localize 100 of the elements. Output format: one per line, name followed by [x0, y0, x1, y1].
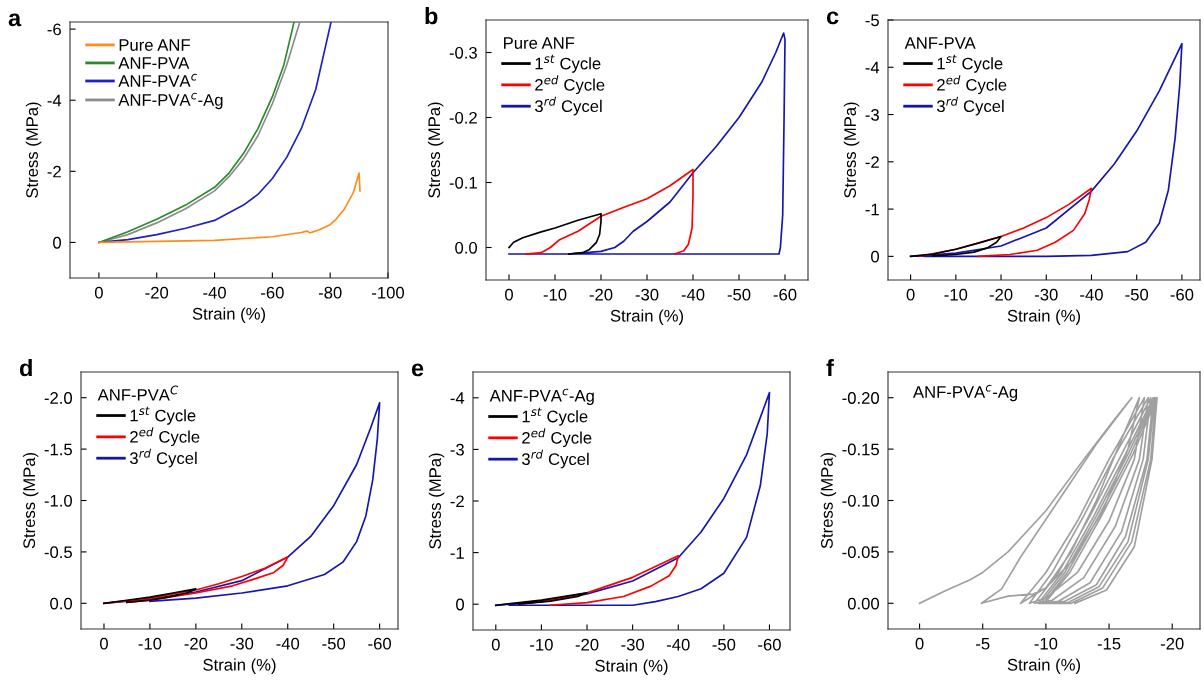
x-tick-label: 0 [505, 288, 513, 301]
y-tick-label: -1 [865, 203, 879, 216]
x-tick-label: -40 [681, 288, 705, 301]
legend-label: Pure ANF [119, 39, 190, 51]
y-tick-label: -1 [450, 547, 464, 559]
y-tick-label: -0.15 [842, 443, 879, 456]
legend-label: 1$^{st}$ Cycle [535, 54, 601, 73]
x-tick-label: -30 [1034, 288, 1058, 301]
y-tick-label: 0.0 [455, 241, 478, 254]
y-tick-label: -0.3 [449, 46, 477, 59]
annotation: ANF-PVA$^{c}$-Ag [912, 384, 1018, 402]
x-tick-label: -15 [1097, 637, 1121, 650]
x-tick-label: -30 [635, 288, 659, 301]
y-tick-label: 0 [53, 236, 62, 249]
x-tick-label: -10 [1034, 637, 1058, 650]
y-tick-label: -6 [47, 23, 61, 36]
x-tick-label: -50 [712, 638, 736, 651]
legend-label: 3$^{rd}$ Cycel [534, 96, 602, 116]
line-series [103, 588, 197, 605]
legend-title: Pure ANF [504, 37, 575, 49]
line-series [103, 402, 381, 605]
chart-title: f [826, 358, 834, 377]
y-tick-label: -1.0 [44, 494, 73, 507]
y-tick-label: -2 [450, 495, 464, 508]
line-series [98, 172, 361, 244]
y-tick-label: -0.10 [842, 494, 880, 507]
x-tick-label: -40 [1080, 288, 1103, 301]
y-axis-title: Stress (MPa) [843, 102, 860, 198]
line-series [918, 187, 1093, 258]
chart-title: c [826, 11, 839, 25]
y-axis-title: Stress (MPa) [428, 453, 445, 549]
legend-label: ANF-PVA$^{c}$-Ag [118, 92, 223, 110]
y-axis-title: Stress (MPa) [427, 102, 444, 198]
x-axis-title: Strain (%) [192, 307, 266, 323]
legend-label: 2$^{ed}$ Cycle [522, 428, 592, 448]
y-tick-label: -3 [450, 443, 464, 456]
x-axis-title: Strain (%) [203, 658, 276, 674]
legend-label: 1$^{st}$ Cycle [130, 406, 196, 425]
x-tick-label: -40 [203, 286, 226, 299]
y-tick-label: -0.2 [449, 111, 477, 124]
x-tick-label: -30 [230, 637, 254, 650]
x-tick-label: -20 [589, 288, 613, 301]
y-tick-label: -4 [47, 94, 62, 107]
x-tick-label: -60 [773, 288, 797, 301]
x-tick-label: -60 [758, 638, 781, 651]
y-tick-label: -2.0 [44, 392, 73, 404]
y-tick-label: -2 [47, 165, 61, 178]
x-tick-label: -80 [318, 286, 342, 299]
x-tick-label: -100 [372, 286, 405, 299]
y-axis-title: Stress (MPa) [25, 102, 42, 198]
y-tick-label: -0.05 [842, 546, 879, 559]
x-tick-label: -10 [530, 638, 553, 651]
legend-label: ANF-PVA$^{c}$ [118, 73, 197, 87]
y-tick-label: -5 [865, 14, 879, 27]
x-tick-label: 0 [94, 286, 103, 299]
chart-title: b [425, 7, 438, 25]
y-tick-label: -1.5 [44, 443, 72, 456]
x-tick-label: 0 [99, 637, 108, 650]
x-axis-title: Strain (%) [1007, 309, 1081, 325]
y-axis-title: Stress (MPa) [820, 452, 837, 549]
legend-label: 3$^{rd}$ Cycel [521, 449, 589, 469]
y-tick-label: -4 [865, 61, 880, 74]
line-series [909, 235, 1002, 258]
y-tick-label: -0.20 [842, 392, 880, 404]
y-tick-label: 0.00 [847, 597, 880, 610]
x-tick-label: -50 [322, 637, 346, 650]
legend-label: 2$^{ed}$ Cycle [535, 75, 605, 95]
x-axis-title: Strain (%) [610, 309, 684, 325]
chart-title: d [19, 358, 32, 377]
legend-label: 2$^{ed}$ Cycle [937, 75, 1007, 95]
legend-label: 1$^{st}$ Cycle [522, 407, 588, 426]
x-tick-label: -30 [621, 638, 645, 651]
x-tick-label: -20 [1160, 637, 1184, 650]
x-tick-label: -20 [184, 637, 208, 650]
chart-title: e [411, 363, 424, 377]
legend-title: ANF-PVA [904, 37, 976, 49]
y-tick-label: -4 [450, 392, 465, 404]
legend-label: 2$^{ed}$ Cycle [130, 427, 200, 447]
x-tick-label: 0 [491, 638, 500, 651]
x-axis-title: Strain (%) [1007, 658, 1081, 674]
x-tick-label: -10 [138, 637, 162, 650]
legend-label: 3$^{rd}$ Cycel [936, 96, 1004, 116]
x-tick-label: -10 [543, 288, 567, 301]
x-tick-label: -5 [976, 637, 990, 650]
line-series [524, 168, 694, 255]
x-tick-label: -20 [575, 638, 599, 651]
x-tick-label: -40 [276, 637, 300, 650]
y-tick-label: 0 [871, 250, 880, 263]
legend-title: ANF-PVA$^{c}$-Ag [489, 388, 594, 406]
x-tick-label: -50 [727, 288, 751, 301]
x-tick-label: -60 [261, 286, 284, 299]
x-tick-label: 0 [915, 637, 924, 650]
x-tick-label: -50 [1125, 288, 1149, 301]
y-tick-label: -2 [865, 156, 879, 168]
y-tick-label: -0.1 [449, 176, 477, 189]
legend-label: 1$^{st}$ Cycle [937, 54, 1003, 73]
y-tick-label: -0.5 [44, 546, 72, 559]
legend-label: 3$^{rd}$ Cycel [129, 448, 197, 468]
legend-label: ANF-PVA [118, 57, 190, 69]
line-series [494, 592, 588, 607]
